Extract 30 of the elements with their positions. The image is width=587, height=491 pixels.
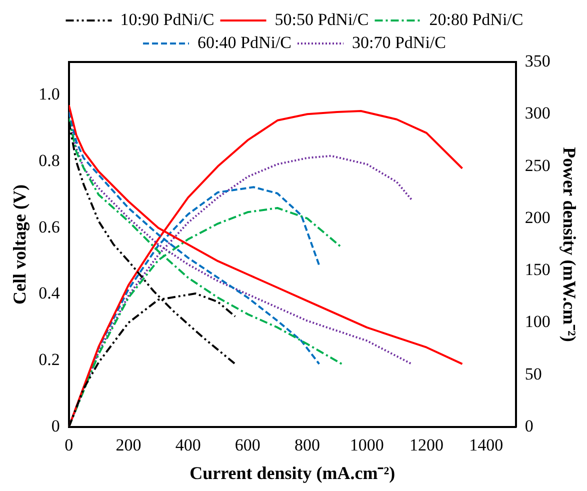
x-tick-label: 400 [175,436,201,455]
y-tick-label: 0.4 [38,284,60,303]
y2-tick-label: 300 [524,104,550,123]
legend-label: 10:90 PdNi/C [120,10,214,29]
legend-label: 30:70 PdNi/C [352,32,446,52]
y-tick-label: 0.2 [38,350,60,370]
y-tick-label: 1.0 [38,84,60,104]
x-tick-label: 800 [294,436,320,455]
x-tick-label: 600 [234,436,260,455]
y2-tick-label: 350 [524,51,550,70]
x-tick-label: 0 [64,436,74,455]
x-tick-label: 1200 [409,436,444,455]
y2-tick-label: 50 [524,364,542,384]
legend-label: 50:50 PdNi/C [274,10,369,29]
x-tick-label: 1000 [350,436,384,455]
x-tick-label: 200 [116,436,142,455]
y-tick-label: 0.8 [38,151,60,170]
y-tick-label: 0 [51,416,60,436]
y2-tick-label: 200 [524,208,550,227]
x-axis-title: Current density (mA.cm⁻²) [190,462,396,483]
y-axis-title: Cell voltage (V) [9,184,30,304]
y2-tick-label: 250 [524,156,550,175]
y2-axis-title: Power density (mW.cm⁻²) [560,147,580,342]
y2-tick-label: 100 [524,312,550,332]
y2-tick-label: 0 [524,416,534,436]
legend-label: 20:80 PdNi/C [429,10,524,29]
y2-tick-label: 150 [524,260,550,280]
x-tick-label: 1400 [469,436,504,455]
y-tick-label: 0.6 [38,217,60,236]
legend-label: 60:40 PdNi/C [198,32,292,52]
